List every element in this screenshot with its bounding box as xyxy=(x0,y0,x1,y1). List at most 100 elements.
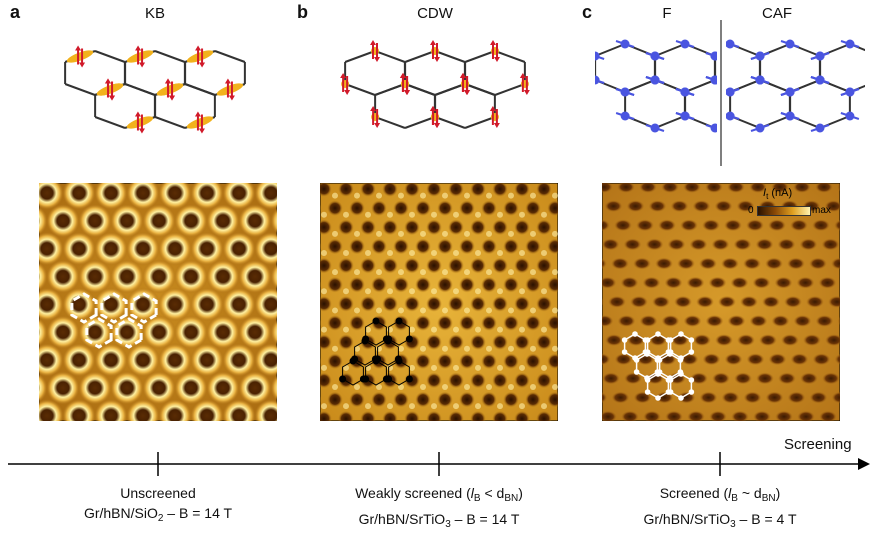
stm-feature xyxy=(525,276,541,293)
stm-feature xyxy=(743,391,762,404)
colorbar-min: 0 xyxy=(748,205,754,216)
stm-feature xyxy=(834,353,840,365)
lattice-bond xyxy=(624,79,656,93)
cdw-overlay-site xyxy=(339,375,347,383)
stm-feature xyxy=(724,353,743,366)
stm-bright-spot xyxy=(442,345,448,352)
lattice-bond xyxy=(404,50,436,63)
colorbar-gradient xyxy=(757,206,811,216)
cdw-overlay-hex xyxy=(365,320,387,346)
stm-bright-spot xyxy=(541,288,547,295)
stm-bright-spot xyxy=(321,326,327,333)
stm-feature xyxy=(690,372,708,385)
caption-a-scenario: Unscreened xyxy=(120,485,196,501)
stm-bright-spot xyxy=(354,230,360,237)
stm-feature xyxy=(536,334,552,351)
stm-bright-spot xyxy=(431,326,437,333)
kb-spin-down-head xyxy=(199,62,206,68)
stm-feature xyxy=(338,410,354,421)
stm-bright-spot xyxy=(398,345,404,352)
stm-feature xyxy=(661,314,680,327)
stm-feature xyxy=(617,183,635,193)
stm-bright-spot xyxy=(354,384,360,390)
stm-feature xyxy=(514,410,530,421)
stm-bright-spot xyxy=(497,250,503,257)
stm-feature xyxy=(781,334,799,347)
stm-feature xyxy=(721,391,740,404)
stm-feature xyxy=(547,238,558,255)
stm-bright-spot xyxy=(453,403,459,410)
stm-feature xyxy=(415,314,431,331)
kekule-bond xyxy=(186,116,214,129)
stm-bright-spot xyxy=(453,211,459,218)
stm-feature xyxy=(426,295,442,312)
caf-site xyxy=(696,76,705,85)
stm-feature xyxy=(677,257,695,270)
cdw-overlay-hex xyxy=(377,340,399,366)
stm-feature xyxy=(320,334,332,351)
af-overlay xyxy=(621,331,695,401)
stm-bright-spot xyxy=(519,288,525,295)
stm-bright-spot xyxy=(541,364,547,371)
stm-feature xyxy=(459,314,475,331)
stm-feature xyxy=(714,200,733,213)
stm-feature xyxy=(437,276,453,293)
stm-feature xyxy=(190,183,224,210)
cdw-overlay-hex xyxy=(354,340,376,366)
stm-feature xyxy=(46,315,80,350)
stm-feature xyxy=(94,231,128,266)
stm-feature xyxy=(62,398,96,421)
stm-feature xyxy=(327,200,343,217)
lattice-bond xyxy=(94,116,126,129)
stm-feature xyxy=(771,183,789,193)
stm-feature xyxy=(819,410,837,421)
stm-feature xyxy=(825,334,840,347)
lattice-bond xyxy=(494,50,526,63)
stm-feature xyxy=(39,231,64,266)
stm-feature xyxy=(503,238,519,255)
cdw-spin-down-head xyxy=(404,90,410,95)
stm-bright-spot xyxy=(343,211,349,218)
stm-bright-spot xyxy=(453,326,459,333)
stm-feature xyxy=(686,276,705,289)
stm-feature xyxy=(238,315,272,350)
caf-spin xyxy=(780,112,800,120)
stm-feature xyxy=(630,295,648,308)
kb-spin-down-head xyxy=(109,95,116,101)
panel-letter-a: a xyxy=(10,2,21,22)
cdw-spin-up-head xyxy=(370,40,376,45)
stm-feature xyxy=(371,200,387,217)
kb-spin-down-head xyxy=(198,128,205,134)
stm-feature xyxy=(624,372,642,385)
stm-feature xyxy=(238,370,272,405)
stm-feature xyxy=(158,343,192,378)
stm-feature xyxy=(665,410,683,421)
cdw-spin-up-head xyxy=(460,73,466,78)
stm-bright-spot xyxy=(475,364,481,371)
kekule-bond xyxy=(156,83,184,96)
stm-feature xyxy=(393,391,409,408)
stm-feature xyxy=(724,219,742,232)
stm-feature xyxy=(784,295,802,308)
stm-feature xyxy=(39,317,48,348)
stm-feature xyxy=(683,183,701,193)
f-spin xyxy=(615,88,635,96)
stm-feature xyxy=(715,334,733,347)
stm-feature xyxy=(492,219,508,236)
af-overlay-site xyxy=(678,355,684,361)
stm-feature xyxy=(320,410,332,421)
stm-feature xyxy=(39,398,64,421)
stm-bright-spot xyxy=(321,211,327,218)
stm-bright-spot xyxy=(376,384,382,390)
stm-feature xyxy=(382,295,398,312)
stm-feature xyxy=(206,315,240,350)
stm-feature xyxy=(426,183,442,197)
cdw-overlay-hex xyxy=(388,360,410,386)
stm-feature xyxy=(611,257,629,270)
stm-feature xyxy=(320,280,321,289)
stm-feature xyxy=(525,353,541,370)
stm-feature xyxy=(828,295,840,308)
stm-feature xyxy=(126,231,160,266)
stm-feature xyxy=(238,259,272,294)
colorbar-max: max xyxy=(812,205,831,216)
